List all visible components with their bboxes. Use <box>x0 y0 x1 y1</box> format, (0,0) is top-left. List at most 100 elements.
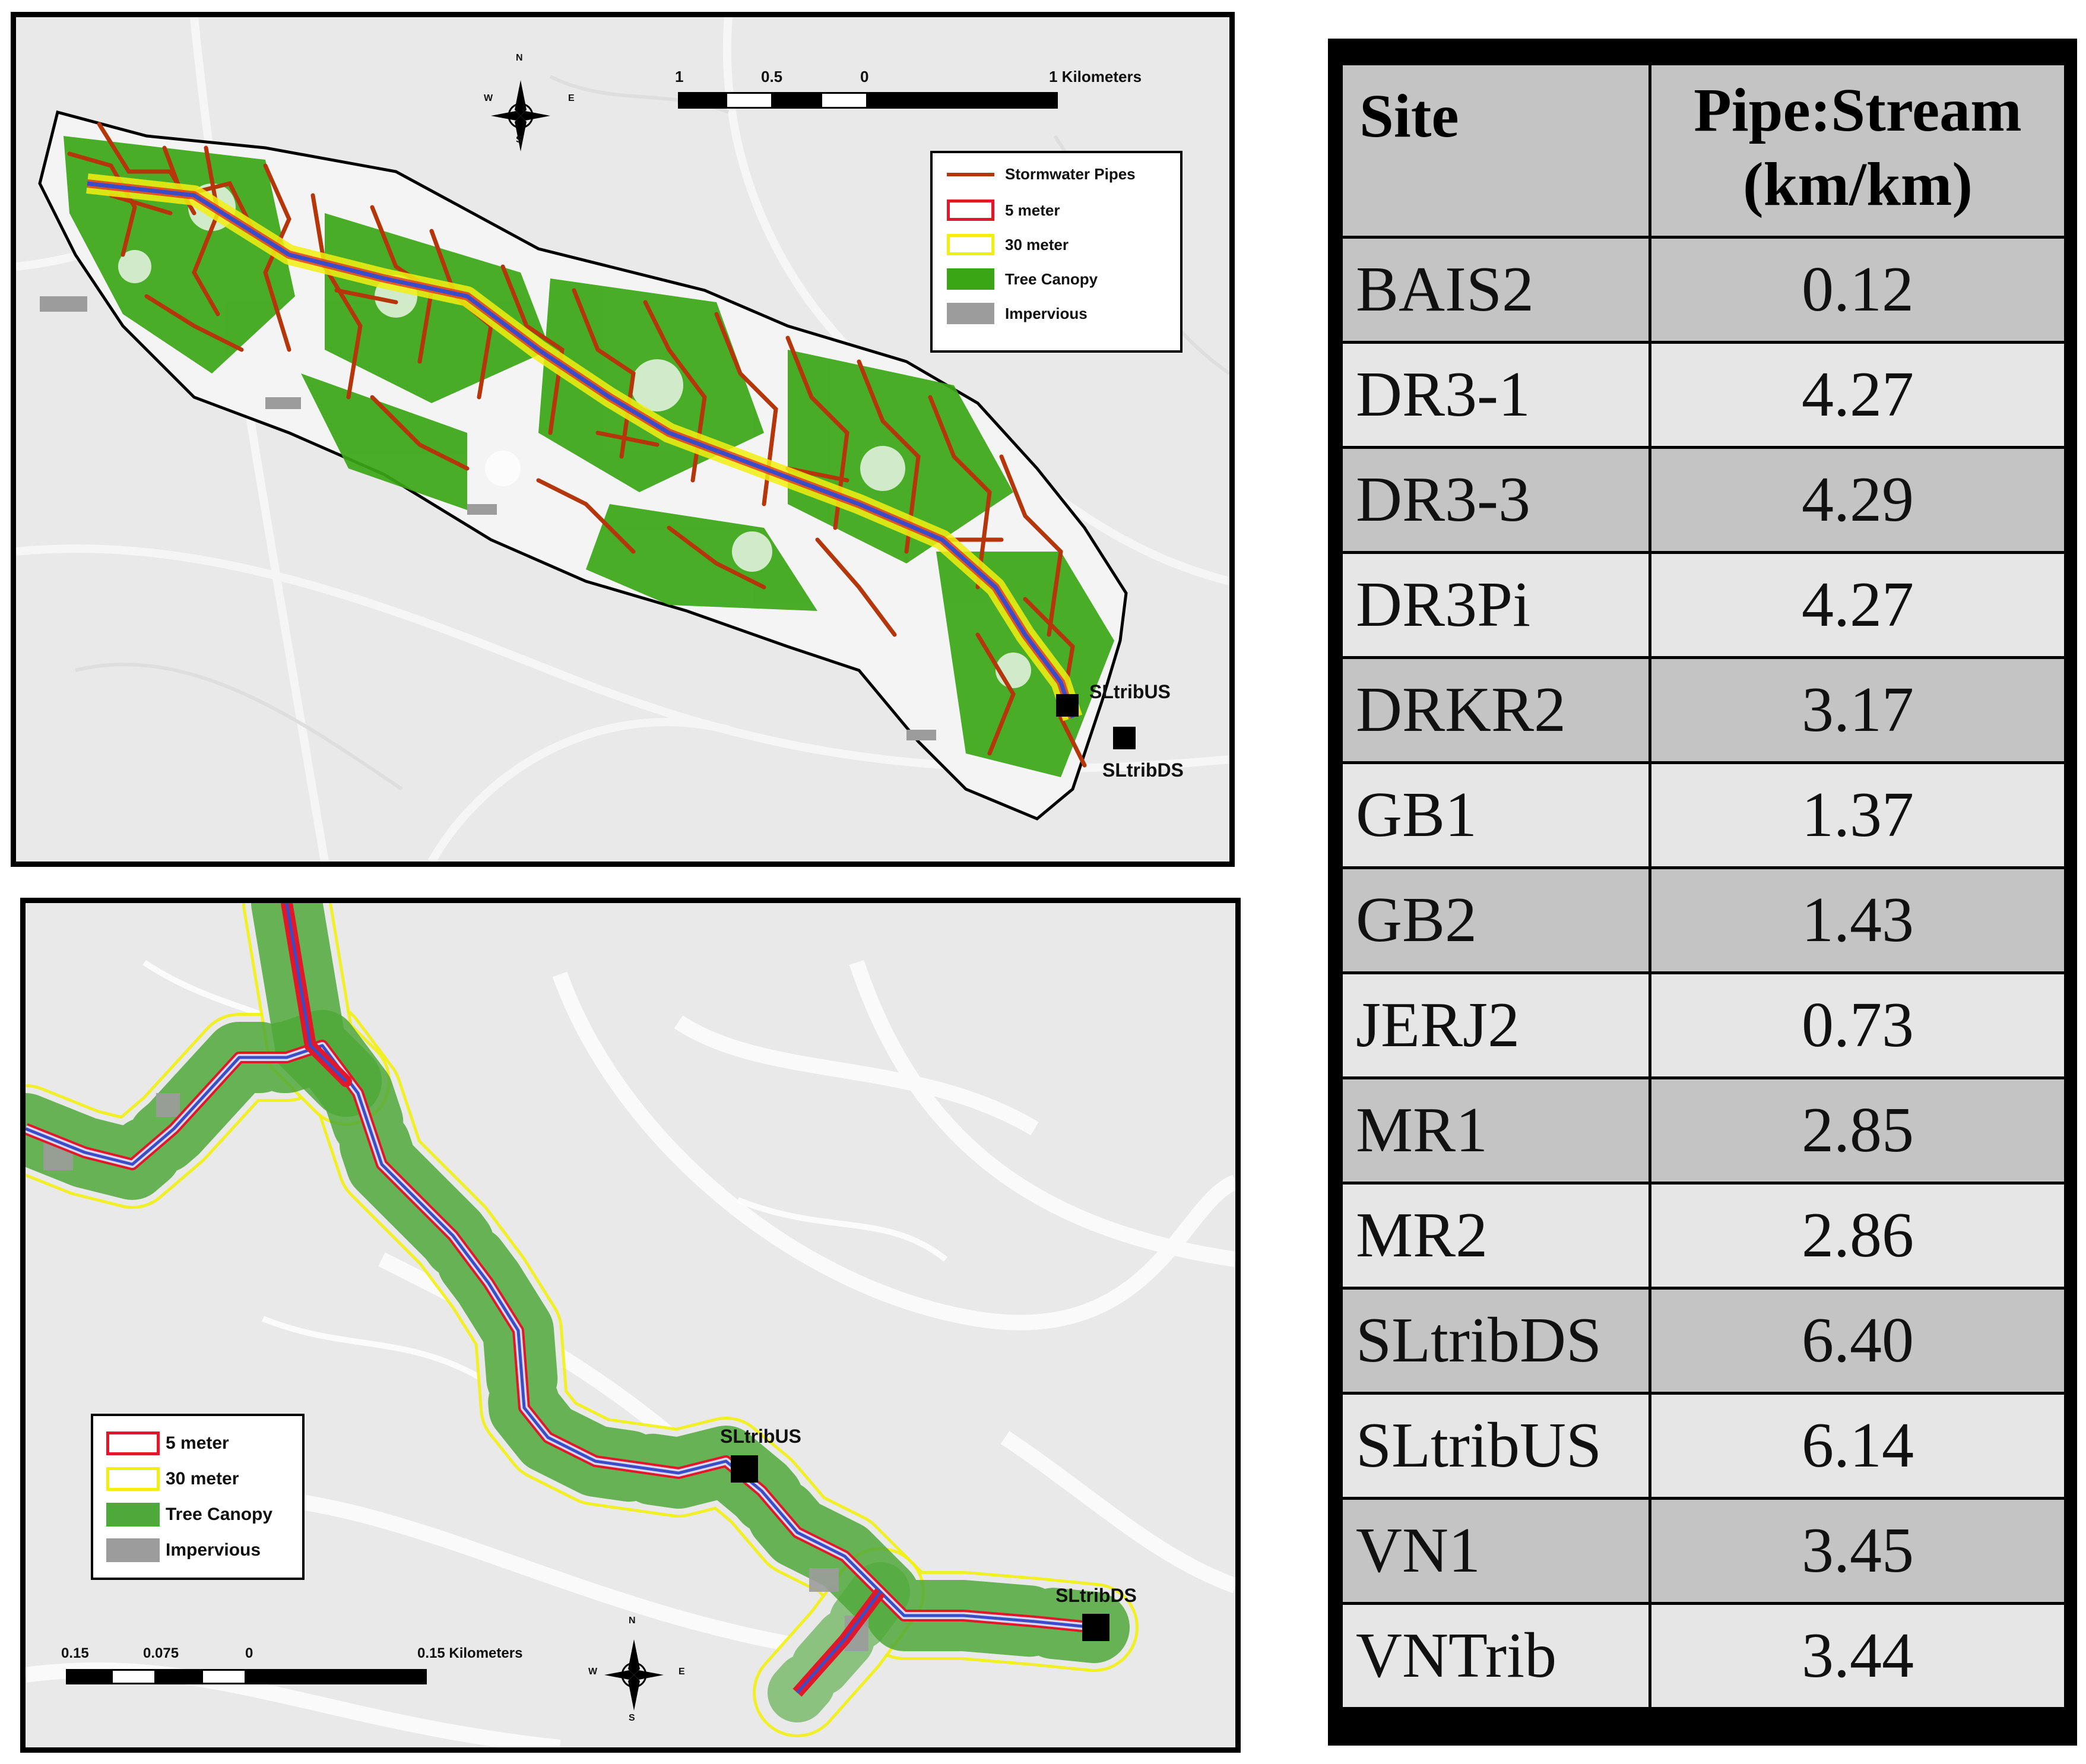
legend-item-pipes: Stormwater Pipes <box>933 165 1136 183</box>
legend-item-impervious: Impervious <box>93 1538 261 1562</box>
scale-tick: 0.15 <box>61 1645 89 1661</box>
site-cell: SLtribDS <box>1340 1287 1651 1395</box>
legend-item-30m: 30 meter <box>933 234 1069 255</box>
scale-segment <box>66 1669 111 1684</box>
scale-segment <box>678 92 725 109</box>
ratio-cell: 6.40 <box>1648 1287 2067 1395</box>
site-marker-sltribus <box>731 1455 758 1483</box>
map-legend: Stormwater Pipes 5 meter 30 meter Tree C… <box>930 151 1183 353</box>
buffer-30m-symbol-icon <box>106 1467 160 1491</box>
table-row: MR1 2.85 <box>1340 1076 2067 1185</box>
legend-item-canopy: Tree Canopy <box>93 1503 272 1527</box>
watershed-boundary <box>38 110 1128 821</box>
legend-label: Impervious <box>1005 304 1088 322</box>
buffer-5m-symbol-icon <box>947 199 994 221</box>
ratio-cell: 4.29 <box>1648 446 2067 554</box>
scale-segment <box>773 92 820 109</box>
site-cell: GB1 <box>1340 761 1651 869</box>
ratio-cell: 3.44 <box>1648 1602 2067 1710</box>
site-cell: VNTrib <box>1340 1602 1651 1710</box>
site-cell: JERJ2 <box>1340 971 1651 1079</box>
ratio-cell: 1.37 <box>1648 761 2067 869</box>
scale-segment <box>201 1669 246 1684</box>
ratio-cell: 3.45 <box>1648 1497 2067 1605</box>
pipe-symbol-icon <box>947 172 994 176</box>
site-cell: BAIS2 <box>1340 236 1651 344</box>
legend-label: Impervious <box>166 1540 261 1560</box>
impervious-symbol-icon <box>947 303 994 324</box>
scale-segment <box>246 1669 427 1684</box>
north-label: N <box>629 1616 636 1626</box>
ratio-cell: 1.43 <box>1648 866 2067 974</box>
site-cell: VN1 <box>1340 1497 1651 1605</box>
detail-map-graphic <box>26 903 1235 1747</box>
scale-segment <box>868 92 1058 109</box>
ratio-cell: 3.17 <box>1648 656 2067 764</box>
watershed-map-graphic <box>16 17 1229 862</box>
site-cell: GB2 <box>1340 866 1651 974</box>
legend-label: Tree Canopy <box>166 1505 273 1524</box>
legend-item-impervious: Impervious <box>933 303 1088 324</box>
site-label-sltribds: SLtribDS <box>1102 759 1184 781</box>
scale-tick: 0.15 Kilometers <box>417 1645 523 1661</box>
ratio-cell: 6.14 <box>1648 1392 2067 1500</box>
legend-label: 5 meter <box>1005 201 1060 219</box>
pipe-stream-table: Site Pipe:Stream (km/km) BAIS2 0.12 DR3-1… <box>1340 62 2067 1710</box>
scale-tick: 0.075 <box>143 1645 179 1661</box>
table-row: SLtribUS 6.14 <box>1340 1392 2067 1500</box>
table-row: DR3Pi 4.27 <box>1340 551 2067 659</box>
table-header-row: Site Pipe:Stream (km/km) <box>1340 62 2067 239</box>
pipe-stream-table-panel: Site Pipe:Stream (km/km) BAIS2 0.12 DR3-1… <box>1328 39 2077 1746</box>
legend-label: 30 meter <box>1005 235 1069 254</box>
legend-item-30m: 30 meter <box>93 1467 239 1491</box>
map-legend: 5 meter 30 meter Tree Canopy Impervious <box>91 1414 305 1580</box>
west-label: W <box>588 1667 598 1677</box>
table-row: DRKR2 3.17 <box>1340 656 2067 764</box>
column-header-ratio-line2: (km/km) <box>1742 150 1973 218</box>
north-arrow-icon <box>491 80 550 151</box>
ratio-cell: 4.27 <box>1648 551 2067 659</box>
legend-label: 5 meter <box>166 1433 229 1453</box>
impervious-symbol-icon <box>106 1538 160 1562</box>
site-cell: DR3-1 <box>1340 341 1651 449</box>
site-marker-sltribus <box>1056 694 1079 717</box>
legend-label: Tree Canopy <box>1005 270 1098 288</box>
site-cell: DR3Pi <box>1340 551 1651 659</box>
table-row: JERJ2 0.73 <box>1340 971 2067 1079</box>
column-header-site: Site <box>1340 62 1651 239</box>
site-label-sltribus: SLtribUS <box>720 1426 801 1447</box>
watershed-overview-map: N S E W 1 0.5 0 1 Kilometers Stormwater … <box>11 12 1235 867</box>
site-cell: MR1 <box>1340 1076 1651 1185</box>
table-row: GB2 1.43 <box>1340 866 2067 974</box>
scale-tick: 0 <box>245 1645 253 1661</box>
east-label: E <box>568 93 575 103</box>
ratio-cell: 0.12 <box>1648 236 2067 344</box>
stream-line <box>87 181 1075 719</box>
legend-label: Stormwater Pipes <box>1005 165 1136 183</box>
scale-tick: 1 Kilometers <box>1049 68 1142 85</box>
ratio-cell: 2.86 <box>1648 1182 2067 1290</box>
east-label: E <box>679 1667 685 1677</box>
south-label: S <box>629 1713 635 1723</box>
tree-canopy-symbol-icon <box>106 1503 160 1527</box>
table-row: VN1 3.45 <box>1340 1497 2067 1605</box>
table-row: DR3-3 4.29 <box>1340 446 2067 554</box>
column-header-ratio: Pipe:Stream (km/km) <box>1648 62 2067 239</box>
ratio-cell: 4.27 <box>1648 341 2067 449</box>
tree-canopy-symbol-icon <box>947 268 994 290</box>
table-row: GB1 1.37 <box>1340 761 2067 869</box>
table-row: VNTrib 3.44 <box>1340 1602 2067 1710</box>
site-cell: DRKR2 <box>1340 656 1651 764</box>
buffer-30m-symbol-icon <box>947 234 994 255</box>
site-marker-sltribds <box>1082 1614 1109 1641</box>
scale-segment <box>820 92 868 109</box>
legend-item-5m: 5 meter <box>933 199 1060 221</box>
site-marker-sltribds <box>1113 727 1136 749</box>
legend-item-canopy: Tree Canopy <box>933 268 1098 290</box>
legend-label: 30 meter <box>166 1469 239 1489</box>
south-label: S <box>516 135 522 145</box>
north-label: N <box>516 53 523 63</box>
site-label-sltribds: SLtribDS <box>1055 1585 1137 1606</box>
west-label: W <box>484 93 493 103</box>
site-cell: SLtribUS <box>1340 1392 1651 1500</box>
